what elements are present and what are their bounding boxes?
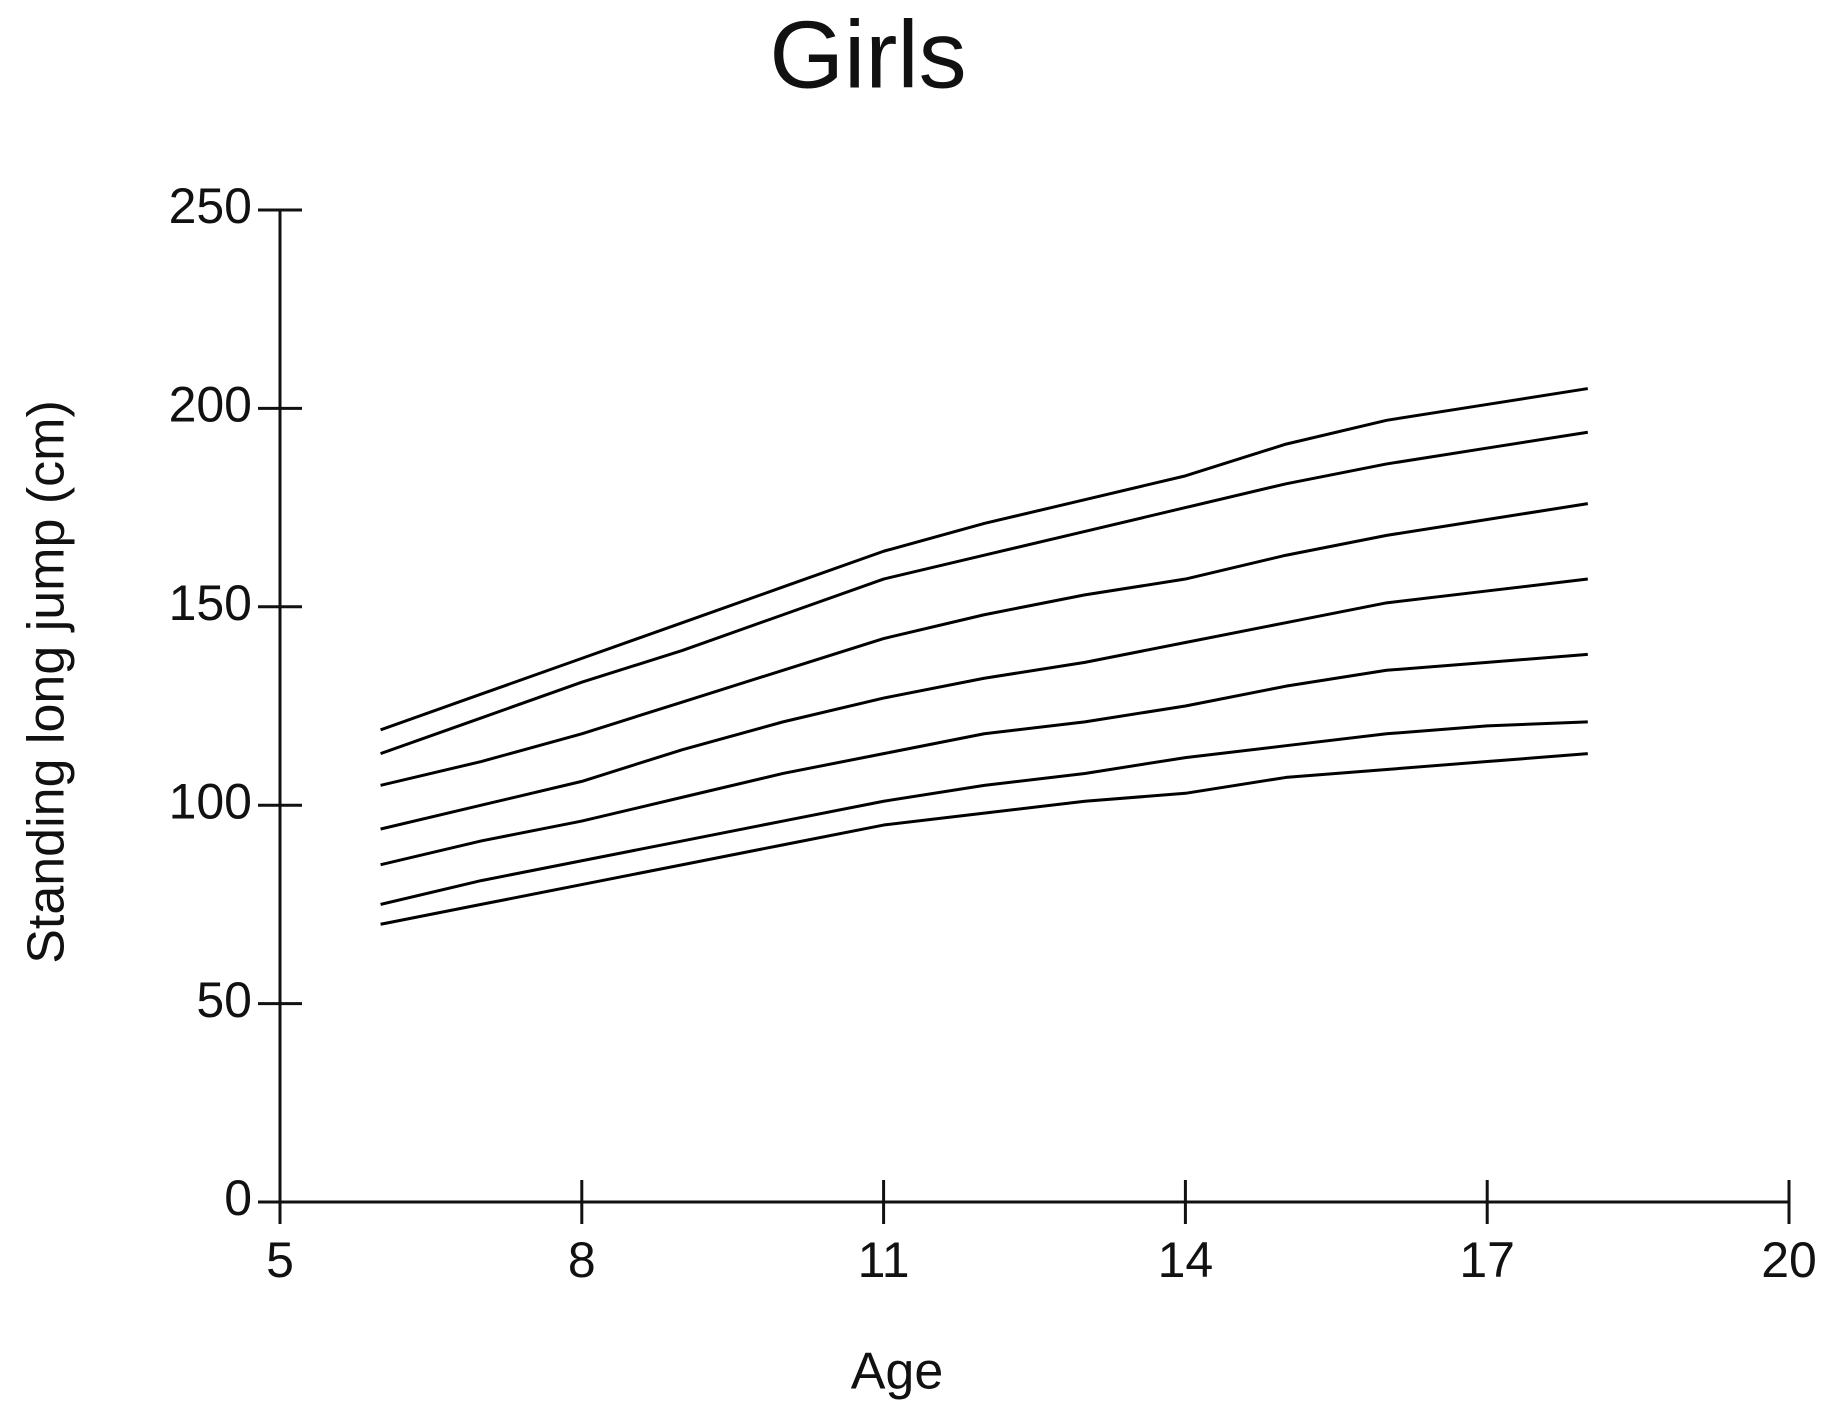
y-tick-label: 0 [224, 1170, 252, 1226]
line [380, 430, 1589, 756]
x-tick-label: 5 [266, 1232, 294, 1288]
y-tick-label: 250 [169, 178, 252, 234]
line [380, 502, 1589, 787]
line [380, 752, 1588, 926]
x-axis-label: Age [851, 1343, 944, 1401]
line [380, 387, 1589, 732]
y-tick-label: 150 [169, 575, 252, 631]
line [380, 577, 1588, 831]
y-axis-label: Standing long jump (cm) [18, 400, 76, 964]
line [380, 652, 1588, 867]
y-tick-label: 100 [169, 773, 252, 829]
line [380, 720, 1588, 906]
x-tick-label: 20 [1761, 1232, 1817, 1288]
y-tick-label: 50 [196, 972, 252, 1028]
x-tick-label: 14 [1158, 1232, 1214, 1288]
x-tick-label: 17 [1459, 1232, 1515, 1288]
y-tick-label: 200 [169, 377, 252, 433]
x-tick-label: 8 [568, 1232, 596, 1288]
chart-title: Girls [769, 1, 966, 108]
x-tick-label: 11 [858, 1232, 910, 1288]
